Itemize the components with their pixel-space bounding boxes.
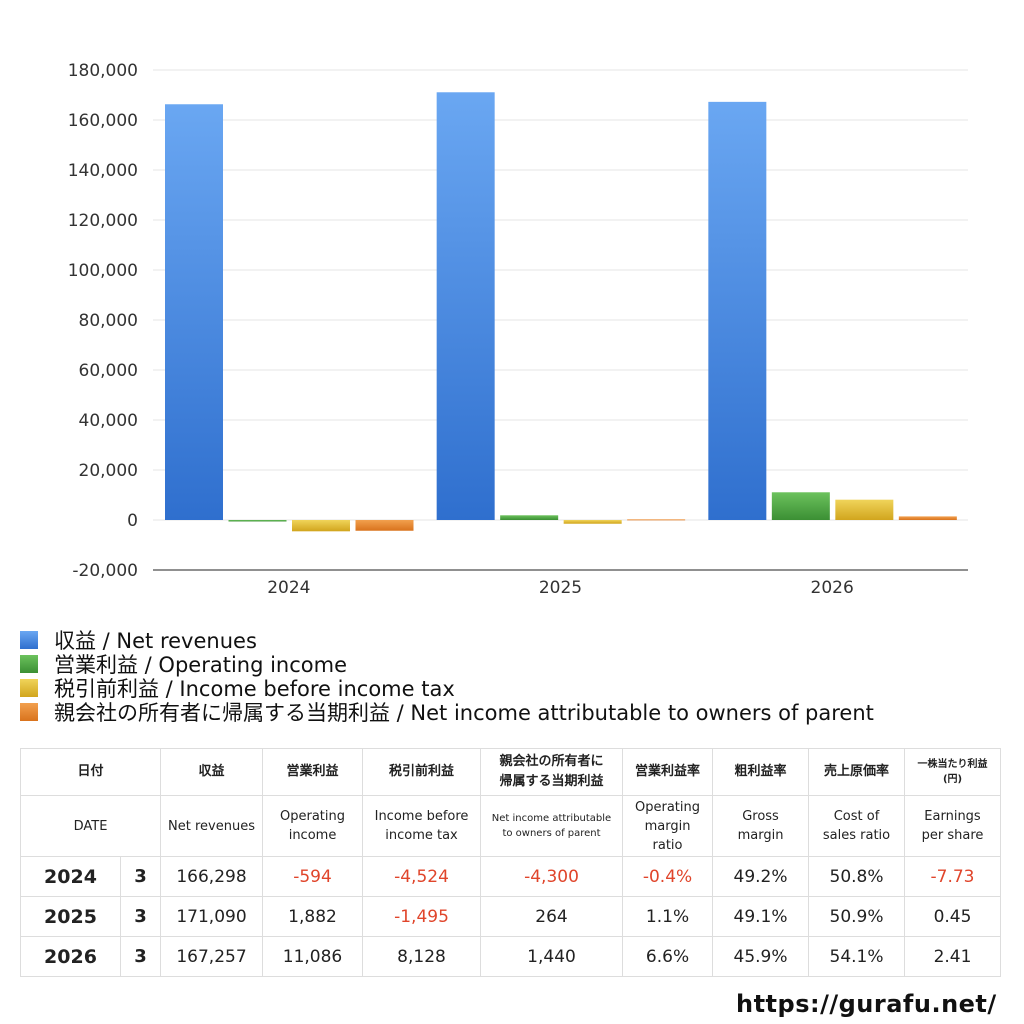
header-date-en: DATE: [19, 795, 162, 857]
header-revenues-jp: 収益: [160, 748, 264, 796]
cell-month: 3: [119, 856, 162, 897]
y-tick-label: 140,000: [68, 161, 138, 181]
y-tick-label: 120,000: [68, 211, 138, 231]
legend-item-income-before-tax: 税引前利益 / Income before income tax: [20, 676, 874, 701]
table-header-jp: 日付 収益 営業利益 税引前利益 親会社の所有者に 帰属する当期利益 営業利益率…: [19, 748, 1002, 796]
cell-op-margin: 6.6%: [622, 936, 714, 977]
cell-cost-ratio: 50.8%: [808, 856, 906, 897]
x-axis: 2024 2025 2026: [153, 569, 968, 598]
header-eps-en: Earnings per share: [904, 795, 1002, 857]
header-pretax-en: Income before income tax: [362, 795, 482, 857]
cell-cost-ratio: 54.1%: [808, 936, 906, 977]
cell-net-income: 264: [480, 896, 624, 937]
x-tick-label: 2026: [811, 578, 854, 598]
cell-op-margin: -0.4%: [622, 856, 714, 897]
cell-gross-margin: 45.9%: [712, 936, 810, 977]
cell-cost-ratio: 50.9%: [808, 896, 906, 937]
y-tick-label: 0: [127, 511, 138, 531]
header-net-income-jp: 親会社の所有者に 帰属する当期利益: [480, 748, 624, 796]
bar: [708, 101, 767, 521]
cell-eps: 2.41: [904, 936, 1002, 977]
bar-chart: -20,000 0 20,000 40,000 60,000 80,000 100,000 1…: [68, 61, 968, 598]
y-tick-label: 40,000: [79, 411, 138, 431]
x-tick-label: 2025: [539, 578, 582, 598]
cell-revenues: 166,298: [160, 856, 264, 897]
cell-gross-margin: 49.1%: [712, 896, 810, 937]
bar: [898, 516, 957, 520]
header-gross-margin-en: Gross margin: [712, 795, 810, 857]
cell-operating-income: 11,086: [262, 936, 364, 977]
cell-revenues: 171,090: [160, 896, 264, 937]
bar: [292, 520, 350, 532]
header-eps-jp: 一株当たり利益 (円): [904, 748, 1002, 796]
legend-item-operating-income: 営業利益 / Operating income: [20, 652, 874, 677]
legend-swatch: [20, 655, 38, 673]
site-url[interactable]: https://gurafu.net/: [736, 990, 997, 1018]
cell-pretax-income: -1,495: [362, 896, 482, 937]
y-tick-label: 160,000: [68, 111, 138, 131]
header-cost-ratio-en: Cost of sales ratio: [808, 795, 906, 857]
cell-month: 3: [119, 896, 162, 937]
cell-eps: -7.73: [904, 856, 1002, 897]
bar: [436, 92, 495, 521]
header-operating-income-jp: 営業利益: [262, 748, 364, 796]
cell-net-income: -4,300: [480, 856, 624, 897]
cell-revenues: 167,257: [160, 936, 264, 977]
legend-label: 収益 / Net revenues: [54, 629, 257, 653]
cell-operating-income: -594: [262, 856, 364, 897]
table-header-en: DATE Net revenues Operating income Incom…: [19, 795, 1002, 857]
header-net-income-en: Net income attributable to owners of par…: [480, 795, 624, 857]
bar: [165, 104, 223, 520]
header-cost-ratio-jp: 売上原価率: [808, 748, 906, 796]
header-operating-income-en: Operating income: [262, 795, 364, 857]
table-row: 2025 3 171,090 1,882 -1,495 264 1.1% 49.…: [20, 896, 1002, 937]
bar: [627, 519, 686, 521]
cell-year: 2026: [20, 936, 121, 977]
y-axis-ticks: -20,000 0 20,000 40,000 60,000 80,000 100,000 1…: [68, 61, 138, 581]
legend-swatch: [20, 679, 38, 697]
y-tick-label: -20,000: [72, 561, 138, 581]
y-tick-label: 100,000: [68, 261, 138, 281]
y-tick-label: 20,000: [79, 461, 138, 481]
legend-label: 営業利益 / Operating income: [54, 653, 348, 677]
cell-year: 2025: [20, 896, 121, 937]
table-row: 2024 3 166,298 -594 -4,524 -4,300 -0.4% …: [20, 856, 1002, 897]
bar: [228, 520, 287, 522]
header-op-margin-jp: 営業利益率: [622, 748, 714, 796]
legend-item-net-revenues: 収益 / Net revenues: [20, 628, 874, 653]
header-op-margin-en: Operating margin ratio: [622, 795, 714, 857]
legend-label: 税引前利益 / Income before income tax: [54, 677, 455, 701]
y-tick-label: 60,000: [79, 361, 138, 381]
header-revenues-en: Net revenues: [160, 795, 264, 857]
y-tick-label: 80,000: [79, 311, 138, 331]
bar: [563, 520, 622, 524]
cell-month: 3: [119, 936, 162, 977]
bar: [771, 492, 830, 520]
cell-operating-income: 1,882: [262, 896, 364, 937]
legend-swatch: [20, 631, 38, 649]
cell-year: 2024: [20, 856, 121, 897]
cell-pretax-income: 8,128: [362, 936, 482, 977]
legend-label: 親会社の所有者に帰属する当期利益 / Net income attributab…: [54, 701, 874, 725]
financial-table: 日付 収益 営業利益 税引前利益 親会社の所有者に 帰属する当期利益 営業利益率…: [19, 748, 1002, 977]
cell-gross-margin: 49.2%: [712, 856, 810, 897]
table-row: 2026 3 167,257 11,086 8,128 1,440 6.6% 4…: [20, 936, 1002, 977]
header-gross-margin-jp: 粗利益率: [712, 748, 810, 796]
grid-lines: [153, 69, 968, 521]
legend: 収益 / Net revenues 営業利益 / Operating incom…: [20, 628, 874, 725]
cell-op-margin: 1.1%: [622, 896, 714, 937]
bars: [165, 92, 957, 532]
cell-eps: 0.45: [904, 896, 1002, 937]
bar: [500, 515, 559, 520]
y-tick-label: 180,000: [68, 61, 138, 81]
x-tick-label: 2024: [267, 578, 310, 598]
bar: [355, 520, 414, 531]
bar: [835, 499, 894, 520]
cell-pretax-income: -4,524: [362, 856, 482, 897]
header-pretax-jp: 税引前利益: [362, 748, 482, 796]
legend-item-net-income-parent: 親会社の所有者に帰属する当期利益 / Net income attributab…: [20, 700, 874, 725]
cell-net-income: 1,440: [480, 936, 624, 977]
header-date-jp: 日付: [19, 748, 162, 796]
legend-swatch: [20, 703, 38, 721]
